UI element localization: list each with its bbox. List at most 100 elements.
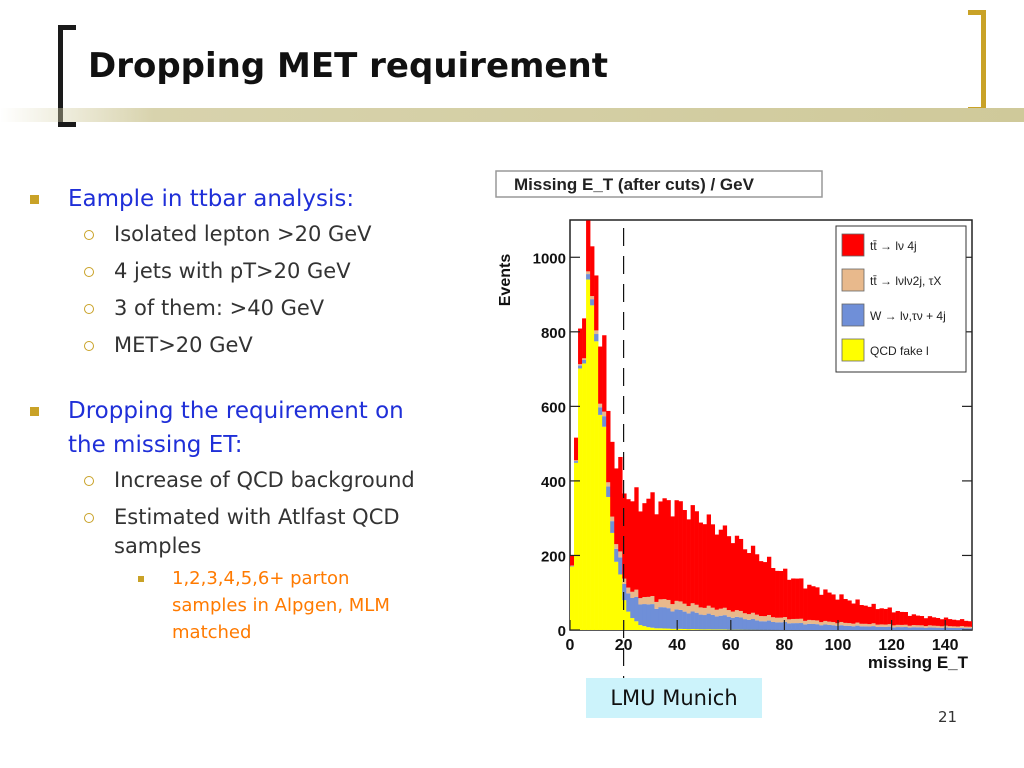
- histogram-bin-0: [590, 305, 595, 630]
- histogram-bin-2: [586, 271, 591, 275]
- histogram-bin-2: [626, 587, 631, 594]
- histogram-bin-0: [570, 566, 575, 630]
- legend-label: tt̄ → lνlν2j, τX: [870, 274, 941, 288]
- bullet-l2: Isolated lepton >20 GeV: [30, 216, 500, 253]
- histogram-bin-3: [839, 594, 844, 622]
- histogram-bin-2: [831, 622, 836, 626]
- x-tick-label: 40: [668, 637, 686, 654]
- bullet-text: MET>20 GeV: [114, 333, 253, 357]
- histogram-bin-2: [879, 624, 884, 627]
- histogram-bin-2: [642, 597, 647, 605]
- histogram-bin-3: [775, 570, 780, 618]
- x-tick-label: 60: [722, 637, 740, 654]
- bullet-square-icon: [30, 195, 39, 204]
- bullet-l2: Increase of QCD background: [30, 462, 500, 499]
- histogram-bin-1: [831, 625, 836, 630]
- bullet-list: Eample in ttbar analysis: Isolated lepto…: [30, 182, 500, 646]
- histogram-bin-1: [919, 627, 925, 630]
- legend-swatch: [841, 268, 865, 292]
- histogram-bin-2: [819, 622, 824, 626]
- histogram-bin-3: [746, 553, 752, 615]
- bullet-square-icon: [30, 407, 39, 416]
- histogram-bin-2: [799, 618, 804, 624]
- histogram-bin-2: [694, 604, 699, 613]
- histogram-bin-1: [766, 620, 772, 630]
- histogram-bin-1: [811, 623, 816, 630]
- histogram-bin-1: [718, 615, 724, 630]
- histogram-bin-1: [915, 627, 921, 630]
- histogram-bin-1: [626, 593, 631, 612]
- histogram-bin-2: [722, 607, 728, 616]
- histogram-bin-3: [943, 617, 949, 626]
- histogram-bin-3: [734, 535, 740, 611]
- histogram-bin-1: [738, 617, 744, 630]
- histogram-bin-1: [618, 557, 623, 575]
- legend-swatch: [841, 233, 865, 257]
- histogram-bin-0: [622, 600, 627, 630]
- histogram-bin-2: [614, 544, 619, 549]
- histogram-bin-1: [883, 626, 888, 630]
- histogram-bin-2: [919, 625, 925, 628]
- bullet-l1: Dropping the requirement on: [30, 394, 500, 428]
- histogram-bin-3: [827, 592, 832, 622]
- histogram-bin-0: [630, 618, 635, 630]
- histogram-bin-3: [618, 456, 623, 552]
- histogram-bin-2: [935, 625, 941, 628]
- histogram-bin-1: [570, 565, 575, 567]
- histogram-bin-3: [899, 611, 904, 625]
- histogram-bin-3: [947, 619, 953, 627]
- histogram-bin-3: [855, 599, 860, 623]
- histogram-bin-0: [614, 561, 619, 630]
- histogram-bin-3: [574, 437, 579, 461]
- histogram-bin-2: [859, 623, 864, 627]
- histogram-bin-2: [851, 623, 856, 627]
- histogram-bin-0: [666, 628, 671, 630]
- histogram-bin-3: [678, 501, 683, 602]
- histogram-bin-3: [666, 500, 671, 600]
- histogram-bin-0: [686, 629, 691, 630]
- histogram-bin-2: [650, 596, 655, 605]
- histogram-bin-1: [827, 624, 832, 630]
- histogram-bin-2: [658, 599, 663, 608]
- histogram-bin-3: [726, 536, 732, 611]
- histogram-bin-3: [815, 587, 820, 621]
- bullet-ring-icon: [84, 513, 94, 523]
- legend-label: W → lν,τν + 4j: [870, 309, 946, 323]
- legend-swatch: [841, 303, 865, 327]
- histogram-bin-1: [779, 622, 784, 630]
- histogram-bin-1: [594, 334, 599, 342]
- histogram-bin-0: [626, 611, 631, 630]
- histogram-bin-1: [706, 613, 711, 630]
- bullet-l2: Estimated with Atlfast QCD: [30, 499, 500, 536]
- y-tick-label: 0: [558, 623, 566, 640]
- histogram-bin-2: [630, 591, 635, 598]
- x-axis-label: missing E_T: [868, 653, 969, 672]
- histogram-bin-0: [670, 628, 675, 630]
- histogram-bin-3: [843, 598, 848, 623]
- histogram-bin-1: [610, 521, 615, 533]
- histogram-bin-0: [654, 628, 659, 630]
- histogram-bars: [570, 220, 972, 630]
- y-tick-label: 800: [541, 325, 566, 342]
- histogram-bin-1: [859, 626, 864, 630]
- histogram-bin-3: [654, 514, 659, 602]
- histogram-bin-2: [742, 613, 748, 620]
- histogram-bin-1: [939, 627, 945, 630]
- histogram-bin-2: [899, 624, 904, 628]
- histogram-bin-0: [714, 629, 720, 630]
- slide-title: Dropping MET requirement: [88, 46, 608, 86]
- bullet-text: Eample in ttbar analysis:: [68, 186, 355, 212]
- bullet-l2: MET>20 GeV: [30, 327, 500, 364]
- histogram-bin-2: [754, 614, 760, 621]
- histogram-bin-1: [746, 619, 752, 630]
- histogram-bin-1: [787, 623, 792, 630]
- histogram-bin-3: [730, 543, 736, 612]
- histogram-bin-1: [851, 626, 856, 630]
- histogram-bin-3: [931, 617, 937, 626]
- histogram-bin-2: [807, 619, 812, 624]
- histogram-bin-3: [955, 620, 961, 627]
- y-tick-label: 600: [541, 399, 566, 416]
- histogram-bin-1: [686, 613, 691, 630]
- histogram-bin-1: [891, 627, 896, 630]
- histogram-bin-0: [682, 628, 687, 630]
